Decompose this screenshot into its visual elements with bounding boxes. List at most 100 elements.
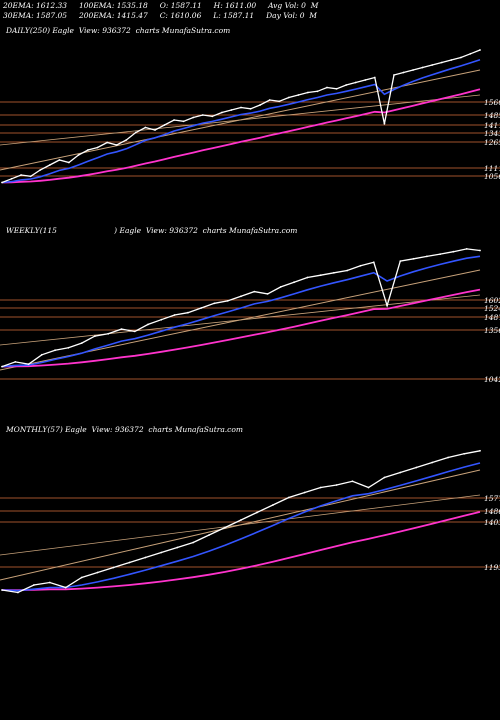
level-label: 1560 xyxy=(484,98,500,107)
price-point xyxy=(399,471,402,474)
price-point xyxy=(27,363,30,366)
price-point xyxy=(359,264,362,267)
price-point xyxy=(125,139,128,141)
price-point xyxy=(54,349,56,352)
price-point xyxy=(412,69,414,71)
price-point xyxy=(268,99,271,101)
level-label: 1403 xyxy=(484,518,500,527)
price-point xyxy=(160,318,163,321)
price-point xyxy=(402,71,405,74)
price-point xyxy=(128,561,131,564)
price-point xyxy=(319,486,322,489)
price-point xyxy=(192,116,195,119)
price-point xyxy=(393,74,395,76)
price-point xyxy=(144,126,147,129)
price-point xyxy=(80,342,83,344)
price-point xyxy=(253,290,256,293)
header-line-2: 30EMA: 1587.05 200EMA: 1415.47 C: 1610.0… xyxy=(3,11,317,20)
level-label: 1524 xyxy=(484,304,500,313)
weekly-panel-title: WEEKLY(115 ) Eagle View: 936372 charts M… xyxy=(6,226,298,235)
price-point xyxy=(154,129,156,131)
trend-line xyxy=(0,494,481,556)
price-point xyxy=(40,353,43,356)
price-point xyxy=(439,253,442,256)
trend-line xyxy=(0,294,481,346)
price-point xyxy=(33,584,35,586)
price-point xyxy=(479,249,481,252)
price-point xyxy=(163,124,166,126)
price-point xyxy=(221,111,223,114)
level-label: 1265 xyxy=(484,138,500,147)
price-point xyxy=(287,96,290,99)
price-point xyxy=(383,122,386,125)
price-point xyxy=(87,149,89,151)
price-point xyxy=(20,174,22,176)
price-point xyxy=(173,314,176,316)
price-point xyxy=(48,581,51,584)
price-point xyxy=(1,365,3,368)
price-point xyxy=(372,261,375,264)
trend-line xyxy=(0,94,481,146)
price-point xyxy=(373,76,376,79)
price-point xyxy=(106,141,109,144)
level-label: 1487 xyxy=(484,313,500,322)
price-point xyxy=(297,94,300,96)
price-point xyxy=(201,114,204,116)
level-label: 1056 xyxy=(484,172,500,181)
price-point xyxy=(48,164,51,166)
price-point xyxy=(1,181,3,184)
price-point xyxy=(316,90,319,93)
price-line xyxy=(1,49,481,184)
price-point xyxy=(386,304,388,307)
price-point xyxy=(272,504,274,506)
level-label: 1356 xyxy=(484,326,500,335)
price-point xyxy=(224,526,227,529)
price-point xyxy=(351,480,354,483)
price-point xyxy=(450,59,453,61)
price-point xyxy=(421,66,424,69)
price-point xyxy=(58,159,61,161)
price-point xyxy=(259,104,261,106)
price-point xyxy=(96,146,99,149)
price-point xyxy=(293,281,295,284)
price-point xyxy=(115,144,118,146)
ema-slow-line xyxy=(1,511,481,592)
price-point xyxy=(240,295,242,298)
price-point xyxy=(14,361,17,363)
price-point xyxy=(94,335,96,337)
price-point xyxy=(335,87,338,90)
price-point xyxy=(303,491,306,494)
monthly-panel-title: MONTHLY(57) Eagle View: 936372 charts Mu… xyxy=(6,425,244,434)
price-point xyxy=(29,175,32,178)
price-point xyxy=(10,177,13,180)
price-point xyxy=(399,260,402,262)
price-point xyxy=(326,86,328,89)
price-point xyxy=(39,169,42,171)
price-point xyxy=(447,456,449,459)
price-point xyxy=(463,452,465,455)
price-point xyxy=(200,307,203,309)
price-point xyxy=(134,131,137,134)
level-label: 1602 xyxy=(484,296,500,305)
price-point xyxy=(1,589,3,591)
header-line-1: 20EMA: 1612.33 100EMA: 1535.18 O: 1587.1… xyxy=(3,1,319,10)
level-label: 1486 xyxy=(484,507,500,516)
price-point xyxy=(80,576,83,579)
price-point xyxy=(68,161,70,164)
price-point xyxy=(67,346,70,349)
price-point xyxy=(147,323,150,326)
price-point xyxy=(415,466,418,469)
price-point xyxy=(452,250,455,253)
level-label: 1485 xyxy=(484,111,500,120)
price-point xyxy=(287,496,290,499)
price-point xyxy=(431,461,434,464)
price-point xyxy=(426,255,428,258)
price-point xyxy=(120,328,123,330)
price-point xyxy=(367,486,370,489)
price-point xyxy=(213,302,216,305)
price-point xyxy=(431,64,434,66)
price-point xyxy=(176,546,179,549)
